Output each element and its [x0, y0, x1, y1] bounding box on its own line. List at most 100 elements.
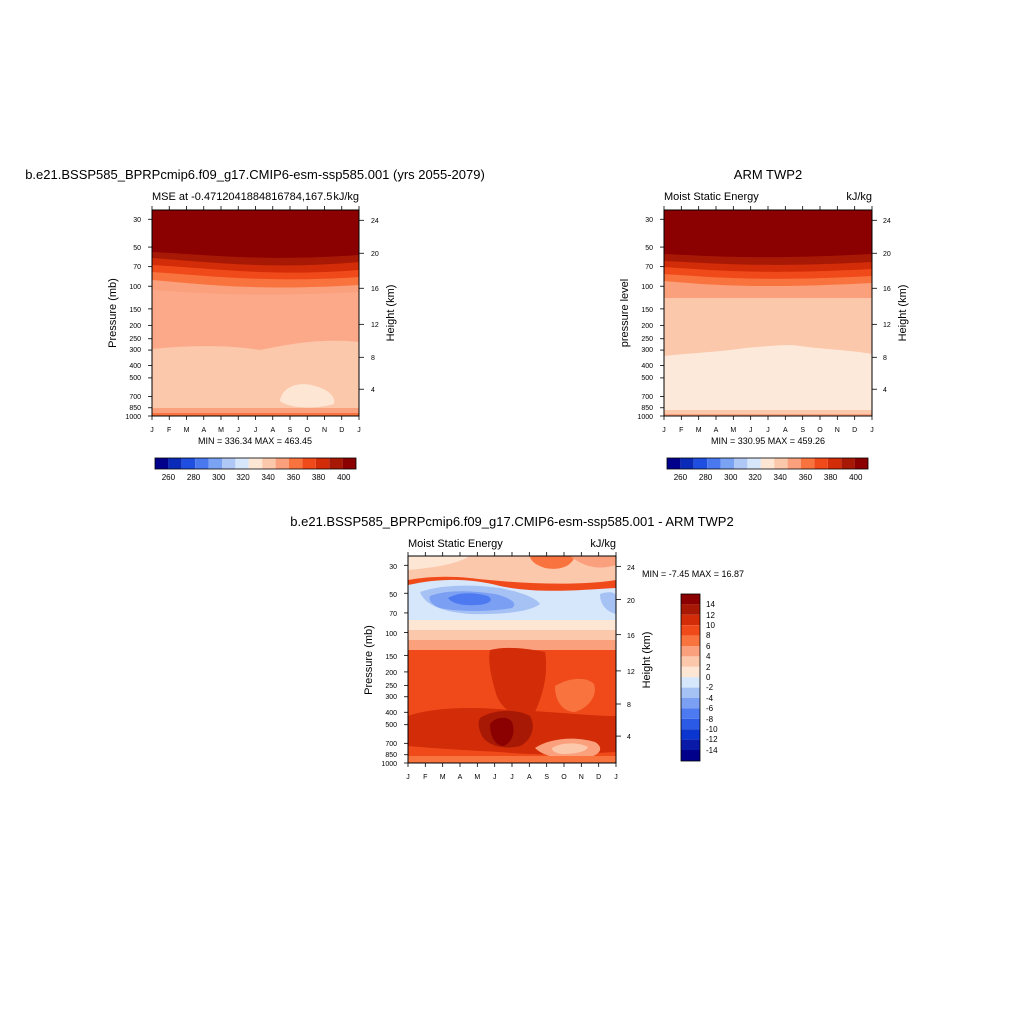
panel2-title: ARM TWP2	[734, 167, 802, 182]
panel1-ytick: 100	[129, 284, 141, 291]
panel1-ytick: 500	[129, 375, 141, 382]
panel3-xtick: D	[596, 774, 601, 781]
panel1-ytick-right: 20	[371, 251, 379, 258]
panel1-xtick: J	[357, 427, 361, 434]
panel3-colorbar-tick: 10	[706, 621, 715, 630]
panel1-ytick: 70	[133, 264, 141, 271]
panel3-xtick: S	[544, 774, 549, 781]
panel1-colorbar-tick: 400	[337, 473, 351, 482]
panel1-xtick: J	[150, 427, 154, 434]
panel3-ytick-right: 16	[627, 633, 635, 640]
panel1-colorbar-tick: 280	[187, 473, 201, 482]
panel3-xtick: J	[510, 774, 514, 781]
panel1-xtick: S	[288, 427, 293, 434]
panel2-xtick: F	[679, 427, 683, 434]
panel3-xtick: M	[474, 774, 480, 781]
panel2-ytick: 700	[641, 394, 653, 401]
panel1-ytick: 300	[129, 347, 141, 354]
panel1-ylabel-right: Height (km)	[385, 285, 397, 342]
panel1-units: kJ/kg	[333, 191, 359, 203]
panel2-minmax: MIN = 330.95 MAX = 459.26	[711, 436, 825, 446]
panel2-xtick: D	[852, 427, 857, 434]
panel3-colorbar-tick: -2	[706, 683, 714, 692]
panel2-ytick-right: 24	[883, 218, 891, 225]
panel3-colorbar: 14 12 10 8 6 4 2 0 -2 -4 -6 -8 -10 -12 -…	[680, 593, 718, 762]
panel1-xtick: D	[339, 427, 344, 434]
panel3-ytick: 250	[385, 683, 397, 690]
panel3-ytick-right: 8	[627, 702, 631, 709]
panel1-minmax: MIN = 336.34 MAX = 463.45	[198, 436, 312, 446]
panel3-colorbar-tick: -12	[706, 735, 718, 744]
panel1-ytick-right: 16	[371, 286, 379, 293]
panel1-xtick: A	[270, 427, 275, 434]
panel1-ytick: 150	[129, 307, 141, 314]
panel1-colorbar-tick: 340	[262, 473, 276, 482]
panel3-ytick: 150	[385, 654, 397, 661]
panel3-ylabel-right: Height (km)	[641, 632, 653, 689]
panel2-plot-area	[663, 209, 873, 417]
panel2-colorbar-tick: 380	[824, 473, 838, 482]
panel3-colorbar-tick: 14	[706, 600, 715, 609]
panel3-ytick: 850	[385, 752, 397, 759]
panel2-colorbar-tick: 340	[774, 473, 788, 482]
panel2-subtitle: Moist Static Energy	[664, 191, 759, 203]
panel3-xtick: F	[423, 774, 427, 781]
panel1-xtick: J	[236, 427, 240, 434]
panel3-ytick: 300	[385, 694, 397, 701]
panel2-xtick: S	[800, 427, 805, 434]
panel1-colorbar: 260 280 300 320 340 360 380 400	[154, 457, 357, 482]
panel3-subtitle: Moist Static Energy	[408, 538, 503, 550]
panel3-xtick: J	[406, 774, 410, 781]
panel3-title: b.e21.BSSP585_BPRPcmip6.f09_g17.CMIP6-es…	[290, 514, 733, 529]
panel2-xtick: A	[783, 427, 788, 434]
panel2-colorbar: 260 280 300 320 340 360 380 400	[666, 457, 869, 482]
panel2-xtick: M	[696, 427, 702, 434]
panel2-ytick: 200	[641, 323, 653, 330]
panel1-ytick: 700	[129, 394, 141, 401]
panel-difference: b.e21.BSSP585_BPRPcmip6.f09_g17.CMIP6-es…	[290, 514, 744, 781]
panel2-ytick-right: 20	[883, 251, 891, 258]
panel1-ytick: 50	[133, 245, 141, 252]
panel3-xtick: N	[579, 774, 584, 781]
panel2-xtick: J	[662, 427, 666, 434]
panel2-ytick: 400	[641, 363, 653, 370]
panel2-xtick: N	[835, 427, 840, 434]
panel3-ytick: 70	[389, 611, 397, 618]
panel2-xtick: J	[749, 427, 753, 434]
panel3-ytick: 30	[389, 564, 397, 571]
panel3-ytick-right: 20	[627, 598, 635, 605]
panel3-ylabel: Pressure (mb)	[363, 625, 375, 695]
panel3-colorbar-tick: 8	[706, 631, 711, 640]
panel3-colorbar-tick: -14	[706, 746, 718, 755]
panel3-ytick: 500	[385, 722, 397, 729]
panel1-ytick-right: 4	[371, 387, 375, 394]
panel3-colorbar-tick: -10	[706, 725, 718, 734]
panel2-colorbar-tick: 260	[674, 473, 688, 482]
panel3-xtick: J	[614, 774, 618, 781]
panel2-ytick: 50	[645, 245, 653, 252]
panel3-ytick: 50	[389, 592, 397, 599]
panel1-colorbar-tick: 260	[162, 473, 176, 482]
panel1-xtick: M	[218, 427, 224, 434]
panel3-colorbar-tick: -4	[706, 694, 714, 703]
panel1-subtitle: MSE at -0.4712041884816784,167.5	[152, 191, 332, 203]
panel1-ytick: 200	[129, 323, 141, 330]
panel3-ytick-right: 4	[627, 734, 631, 741]
panel2-ytick: 70	[645, 264, 653, 271]
panel2-ytick: 250	[641, 336, 653, 343]
panel3-ytick: 700	[385, 741, 397, 748]
panel3-xtick: M	[440, 774, 446, 781]
panel1-ytick: 30	[133, 217, 141, 224]
panel3-colorbar-tick: -8	[706, 715, 714, 724]
panel2-ytick: 150	[641, 307, 653, 314]
panel2-ytick: 850	[641, 405, 653, 412]
panel1-colorbar-tick: 320	[236, 473, 250, 482]
panel1-ytick-right: 8	[371, 355, 375, 362]
panel2-xtick: O	[817, 427, 823, 434]
panel3-colorbar-tick: -6	[706, 704, 714, 713]
panel3-colorbar-tick: 12	[706, 611, 715, 620]
panel1-xtick: A	[201, 427, 206, 434]
panel2-ytick-right: 8	[883, 355, 887, 362]
panel2-ytick-right: 12	[883, 322, 891, 329]
